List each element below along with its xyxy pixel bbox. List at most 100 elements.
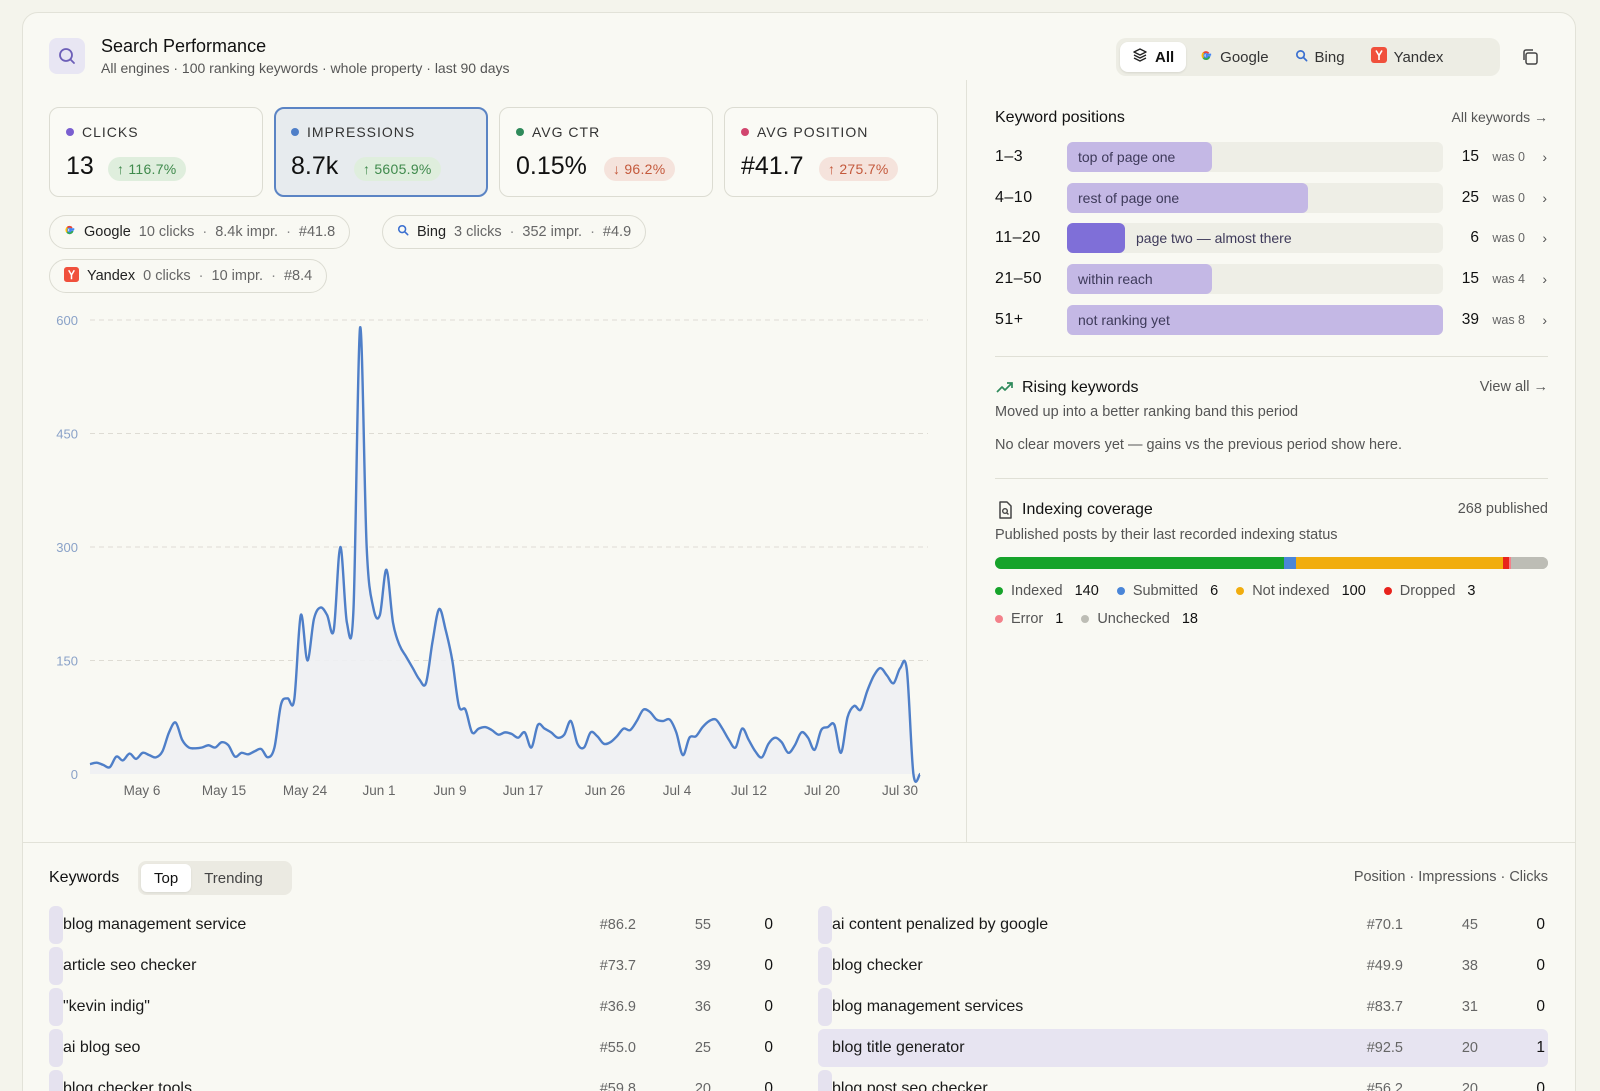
keyword-position: #83.7 [1366,999,1403,1015]
table-row[interactable]: article seo checker #73.7 39 0 [49,947,773,985]
chevron-right-icon: › [1542,230,1547,246]
arrow-up-icon: ↑ [117,161,125,177]
legend-dot [1116,587,1125,595]
legend-item: Indexed 140 [995,583,1099,599]
keyword-impressions: 39 [694,958,711,974]
keywords-tabs: Top Trending [138,861,292,895]
metric-change-badge: ↑ 5605.9% [354,157,441,181]
layers-icon [1132,47,1148,67]
tab-all[interactable]: All [1120,42,1187,72]
metric-change-badge: ↑ 275.7% [819,157,898,181]
engine-tabs: All Google Bing Yandex [1116,38,1500,76]
bing-search-icon [397,224,409,240]
keyword-position: #86.2 [599,917,636,933]
keyword-name: blog checker tools [63,1080,192,1091]
tab-trending[interactable]: Trending [204,869,263,887]
metric-clicks[interactable]: CLICKS 13 ↑ 116.7% [49,107,263,197]
table-row[interactable]: blog post seo checker #56.2 20 0 [818,1070,1548,1091]
y-tick-label: 600 [56,313,78,328]
tab-google[interactable]: Google [1188,42,1280,72]
x-tick-label: Jun 26 [585,783,626,798]
keyword-name: blog post seo checker [832,1080,988,1091]
keyword-position-row[interactable]: 51+ not ranking yet 39 was 8 › [995,305,1548,335]
impressions-chart[interactable]: 0 150 300 450 600 May 6 May 15 May 24 Jun 1 Jun 9… [40,300,960,810]
keyword-position: #36.9 [599,999,636,1015]
keyword-impressions: 20 [1461,1040,1478,1056]
keyword-name: blog management services [832,998,1024,1015]
tab-yandex[interactable]: Yandex [1359,42,1456,72]
legend-item: Unchecked 18 [1081,611,1198,627]
indexing-bar [995,557,1548,569]
keyword-clicks: 0 [1536,916,1545,933]
metric-value: 0.15% [516,152,587,180]
position-range: 51+ [995,311,1024,328]
keyword-position-row[interactable]: 1–3 top of page one 15 was 0 › [995,142,1548,172]
table-row[interactable]: blog management services #83.7 31 0 [818,988,1548,1026]
table-row[interactable]: blog management service #86.2 55 0 [49,906,773,944]
position-band-label: top of page one [1078,149,1176,165]
indexing-segment [1510,557,1548,569]
y-tick-label: 0 [71,767,78,782]
indexing-coverage-title: Indexing coverage [1022,501,1153,518]
keyword-impressions: 20 [1461,1081,1478,1091]
position-bar: within reach [1067,264,1443,294]
keywords-columns: Position · Impressions · Clicks [1353,869,1548,885]
table-row[interactable]: blog checker #49.9 38 0 [818,947,1548,985]
metric-change-badge: ↑ 116.7% [108,157,186,181]
indexing-segment [1508,557,1511,569]
x-tick-label: Jun 1 [362,783,395,798]
table-row[interactable]: blog title generator #92.5 20 1 [818,1029,1548,1067]
x-tick-label: May 15 [202,783,246,798]
metric-avg-ctr[interactable]: AVG CTR 0.15% ↓ 96.2% [499,107,713,197]
keyword-impressions: 25 [694,1040,711,1056]
copy-icon[interactable] [1518,45,1542,69]
legend-item: Error 1 [995,611,1063,627]
keyword-position-row[interactable]: 11–20 page two — almost there 6 was 0 › [995,223,1548,253]
view-all-link[interactable]: View all → [1479,379,1548,395]
all-keywords-link[interactable]: All keywords → [1451,109,1548,125]
keyword-clicks: 0 [764,1039,773,1056]
engine-pill-google[interactable]: Google 10 clicks · 8.4k impr. · #41.8 [49,215,351,249]
keyword-impressions: 20 [694,1081,711,1091]
chevron-right-icon: › [1542,190,1547,206]
x-tick-label: Jul 30 [882,783,918,798]
position-band-label: rest of page one [1078,190,1180,206]
metric-impressions[interactable]: IMPRESSIONS 8.7k ↑ 5605.9% [274,107,488,197]
chevron-right-icon: › [1542,149,1547,165]
table-row[interactable]: ai blog seo #55.0 25 0 [49,1029,773,1067]
document-search-icon [995,500,1015,520]
position-bar: not ranking yet [1067,305,1443,335]
arrow-down-icon: ↓ [613,161,621,177]
row-marker [49,1029,63,1067]
position-band-label: within reach [1078,271,1153,287]
position-previous: was 8 [1492,313,1525,327]
table-row[interactable]: ai content penalized by google #70.1 45 0 [818,906,1548,944]
chevron-right-icon: › [1542,271,1547,287]
metric-avg-position[interactable]: AVG POSITION #41.7 ↑ 275.7% [724,107,938,197]
legend-dot [995,615,1003,623]
keyword-clicks: 1 [1536,1039,1545,1056]
indexing-legend: Indexed 140 Submitted 6 Not indexed 100 Droppe… [995,583,1475,599]
position-count: 6 [1470,229,1479,246]
keyword-clicks: 0 [1536,1080,1545,1091]
tab-top[interactable]: Top [141,864,192,892]
legend-dot [1081,615,1090,623]
table-row[interactable]: blog checker tools #59.8 20 0 [49,1070,773,1091]
keyword-position: #56.2 [1366,1081,1403,1091]
tab-bing[interactable]: Bing [1283,42,1357,72]
keyword-position: #73.7 [599,958,636,974]
y-tick-label: 300 [56,540,78,555]
keyword-position-row[interactable]: 4–10 rest of page one 25 was 0 › [995,183,1548,213]
indexing-legend: Error 1 Unchecked 18 [995,611,1198,627]
position-range: 1–3 [995,148,1024,165]
engine-pill-bing[interactable]: Bing 3 clicks · 352 impr. · #4.9 [382,215,647,249]
engine-pill-yandex[interactable]: Yandex 0 clicks · 10 impr. · #8.4 [49,259,328,293]
position-count: 25 [1461,189,1479,206]
yandex-icon [64,266,79,286]
table-row[interactable]: "kevin indig" #36.9 36 0 [49,988,773,1026]
keyword-position-row[interactable]: 21–50 within reach 15 was 4 › [995,264,1548,294]
x-tick-label: Jul 20 [804,783,840,798]
keyword-clicks: 0 [764,1080,773,1091]
indexing-segment [1502,557,1509,569]
arrow-up-icon: ↑ [363,161,371,177]
